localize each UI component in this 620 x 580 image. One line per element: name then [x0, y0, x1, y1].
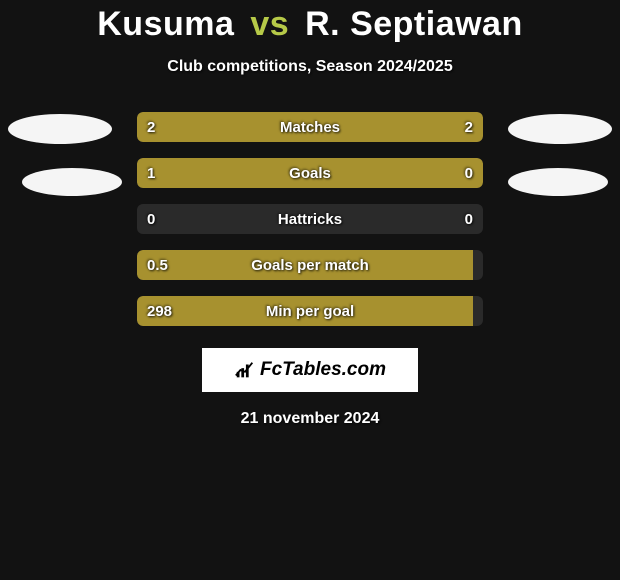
avatar-placeholder-right-2 — [508, 168, 608, 196]
stat-label: Goals per match — [137, 257, 483, 274]
stat-value-right: 0 — [465, 165, 473, 182]
root-container: Kusuma vs R. Septiawan Club competitions… — [0, 0, 620, 428]
stat-label: Goals — [137, 165, 483, 182]
stat-row-hattricks: 0 Hattricks 0 — [137, 204, 483, 234]
stats-layout: 2 Matches 2 1 Goals 0 0 Hattricks 0 — [0, 112, 620, 428]
brand-text: FcTables.com — [260, 359, 386, 381]
barchart-icon — [234, 359, 256, 381]
stat-value-right: 2 — [465, 119, 473, 136]
stat-row-min-per-goal: 298 Min per goal — [137, 296, 483, 326]
stat-label: Hattricks — [137, 211, 483, 228]
stat-row-matches: 2 Matches 2 — [137, 112, 483, 142]
brand-badge[interactable]: FcTables.com — [202, 348, 418, 392]
player1-name: Kusuma — [97, 5, 234, 43]
subtitle: Club competitions, Season 2024/2025 — [0, 58, 620, 76]
stat-row-goals-per-match: 0.5 Goals per match — [137, 250, 483, 280]
avatar-placeholder-left-1 — [8, 114, 112, 144]
stat-value-right: 0 — [465, 211, 473, 228]
stat-row-goals: 1 Goals 0 — [137, 158, 483, 188]
avatar-placeholder-right-1 — [508, 114, 612, 144]
date-line: 21 november 2024 — [0, 410, 620, 428]
stat-bars: 2 Matches 2 1 Goals 0 0 Hattricks 0 — [137, 112, 483, 326]
avatar-placeholder-left-2 — [22, 168, 122, 196]
page-title: Kusuma vs R. Septiawan — [0, 5, 620, 44]
vs-word: vs — [250, 5, 289, 43]
stat-label: Matches — [137, 119, 483, 136]
stat-label: Min per goal — [137, 303, 483, 320]
player2-name: R. Septiawan — [305, 5, 523, 43]
